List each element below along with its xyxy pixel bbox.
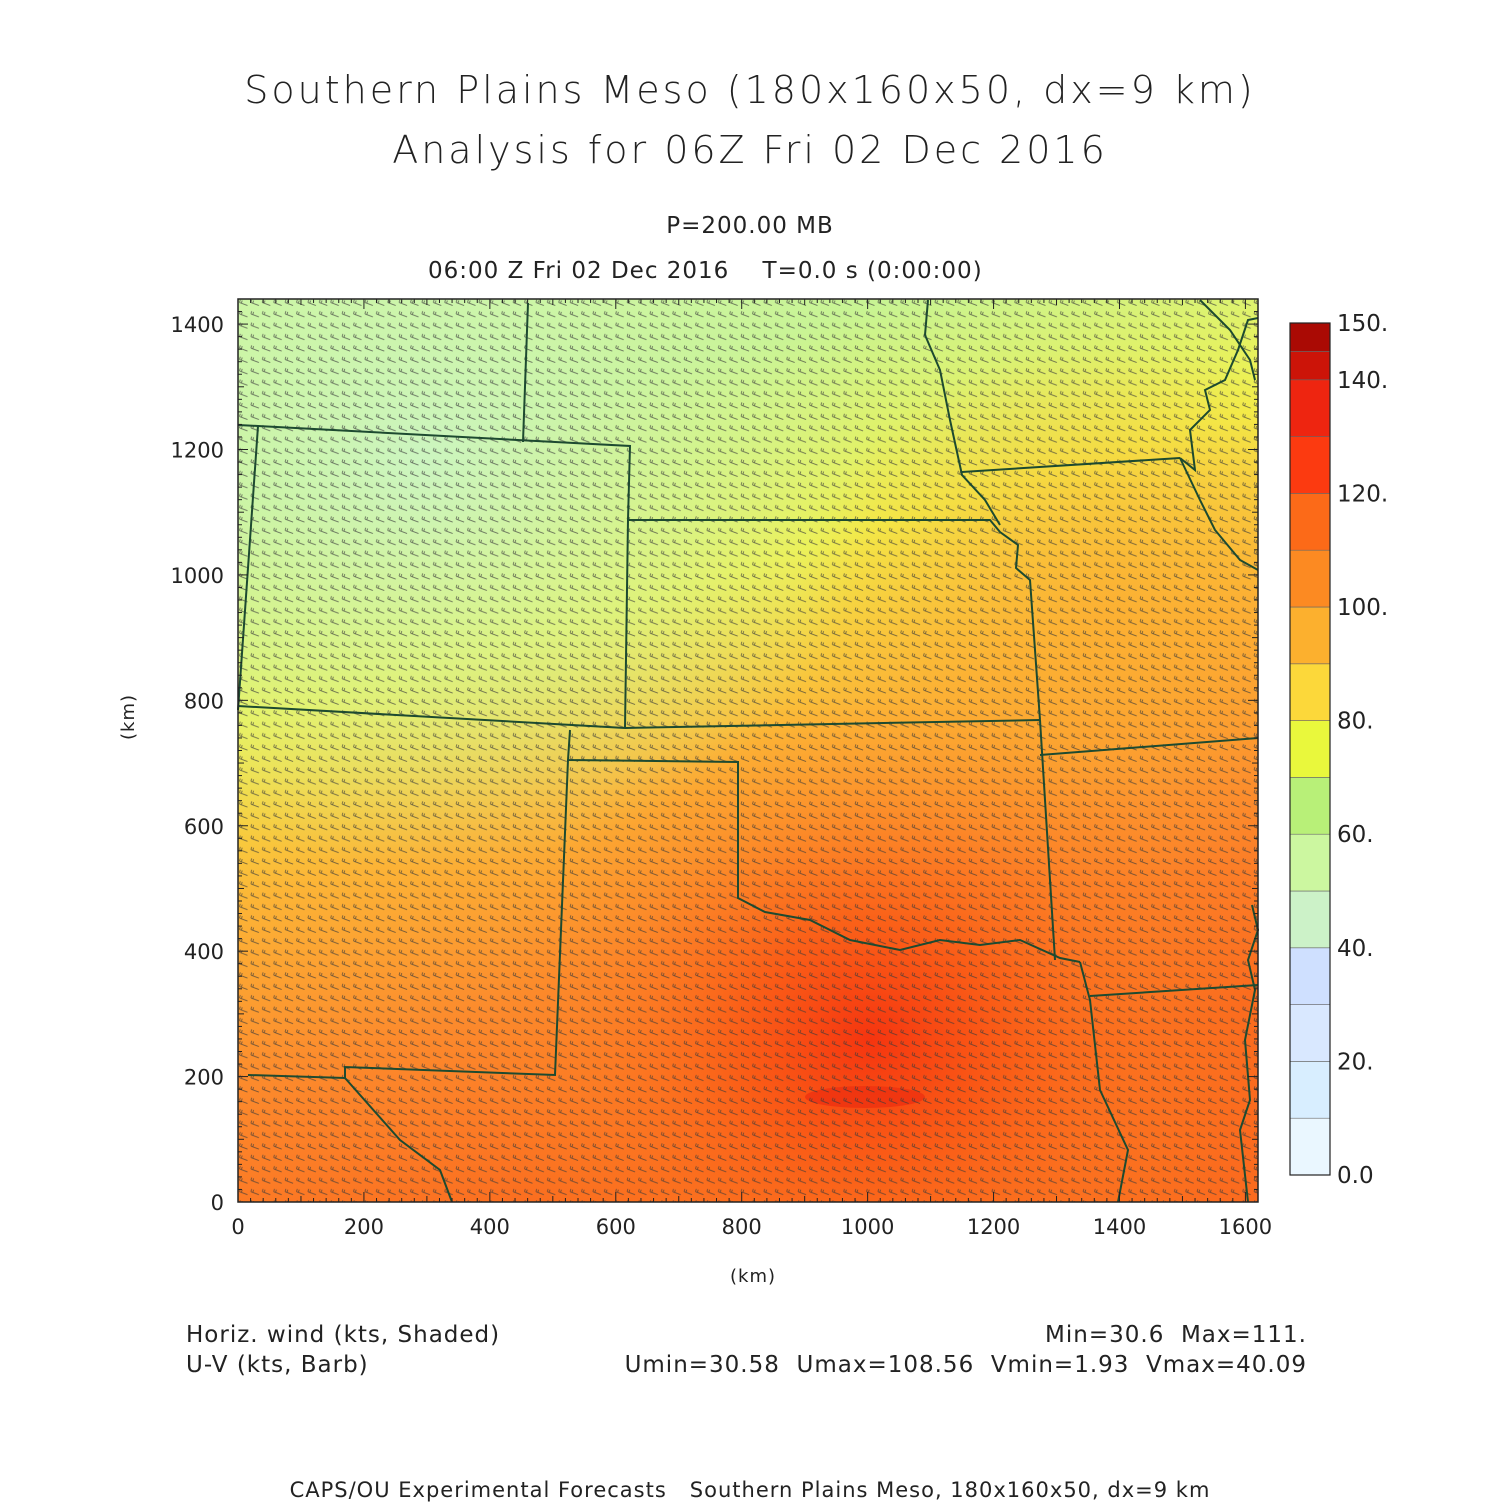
colorbar-bin xyxy=(1289,777,1331,835)
colorbar-bin xyxy=(1289,549,1331,608)
colorbar-bin xyxy=(1289,493,1331,551)
colorbar-frame xyxy=(1289,322,1331,1176)
x-tick-label: 1400 xyxy=(1093,1215,1146,1239)
x-tick-label: 800 xyxy=(722,1215,762,1239)
y-tick-label: 400 xyxy=(184,940,224,964)
y-tick-label: 1000 xyxy=(171,564,224,588)
pressure-level: P=200.00 MB xyxy=(666,213,834,239)
colorbar-label: 40. xyxy=(1337,936,1374,962)
colorbar-label: 0.0 xyxy=(1337,1163,1374,1189)
x-axis-label: (km) xyxy=(730,1266,777,1287)
colorbar-label: 20. xyxy=(1337,1049,1374,1075)
colorbar-bin xyxy=(1289,436,1331,494)
shaded-field-caption: Horiz. wind (kts, Shaded) xyxy=(186,1322,501,1348)
component-stats: Umin=30.58 Umax=108.56 Vmin=1.93 Vmax=40… xyxy=(624,1352,1307,1378)
colorbar-bin xyxy=(1289,720,1331,778)
colorbar: 0.0 20. 40. 60. 80. 100. 120. 140. 150. xyxy=(1289,311,1388,1189)
x-tick-label: 200 xyxy=(344,1215,384,1239)
colorbar-label: 140. xyxy=(1337,368,1388,394)
x-tick-label: 0 xyxy=(231,1215,244,1239)
barb-field-caption: U-V (kts, Barb) xyxy=(186,1352,369,1378)
state-boundaries xyxy=(237,299,1260,1203)
colorbar-bin xyxy=(1289,1117,1331,1176)
colorbar-bin xyxy=(1289,322,1331,352)
colorbar-bin xyxy=(1289,663,1331,721)
y-tick-label: 1400 xyxy=(171,313,224,337)
colorbar-label: 100. xyxy=(1337,595,1388,621)
credit-line: CAPS/OU Experimental Forecasts Southern … xyxy=(289,1478,1211,1502)
colorbar-bin xyxy=(1289,890,1331,949)
y-tick-label: 0 xyxy=(211,1191,224,1215)
colorbar-bin xyxy=(1289,1061,1331,1119)
title-line-1: Southern Plains Meso (180x160x50, dx=9 k… xyxy=(244,68,1256,112)
y-tick-label: 800 xyxy=(184,689,224,713)
x-tick-label: 1600 xyxy=(1219,1215,1272,1239)
colorbar-label: 80. xyxy=(1337,709,1374,735)
y-tick-label: 600 xyxy=(184,815,224,839)
x-tick-label: 1000 xyxy=(841,1215,894,1239)
colorbar-bin xyxy=(1289,606,1331,665)
colorbar-bin xyxy=(1289,351,1331,381)
x-tick-labels: 0 200 400 600 800 1000 1200 1400 1600 xyxy=(231,1215,1272,1239)
title-line-2: Analysis for 06Z Fri 02 Dec 2016 xyxy=(392,128,1108,172)
y-tick-label: 1200 xyxy=(171,439,224,463)
y-axis-label: (km) xyxy=(118,693,139,740)
valid-time: 06:00 Z Fri 02 Dec 2016 T=0.0 s (0:00:00… xyxy=(428,258,983,284)
x-tick-label: 400 xyxy=(470,1215,510,1239)
colorbar-bin xyxy=(1289,947,1331,1005)
colorbar-bin xyxy=(1289,379,1331,437)
colorbar-label: 120. xyxy=(1337,481,1388,507)
x-tick-label: 600 xyxy=(596,1215,636,1239)
colorbar-bin xyxy=(1289,833,1331,892)
y-tick-labels: 0 200 400 600 800 1000 1200 1400 xyxy=(171,313,224,1215)
colorbar-bin xyxy=(1289,1004,1331,1062)
colorbar-label: 60. xyxy=(1337,822,1374,848)
min-max-stats: Min=30.6 Max=111. xyxy=(1045,1322,1307,1348)
axis-ticks xyxy=(237,298,1259,1203)
x-tick-label: 1200 xyxy=(967,1215,1020,1239)
y-tick-label: 200 xyxy=(184,1066,224,1090)
colorbar-label: 150. xyxy=(1337,311,1388,337)
